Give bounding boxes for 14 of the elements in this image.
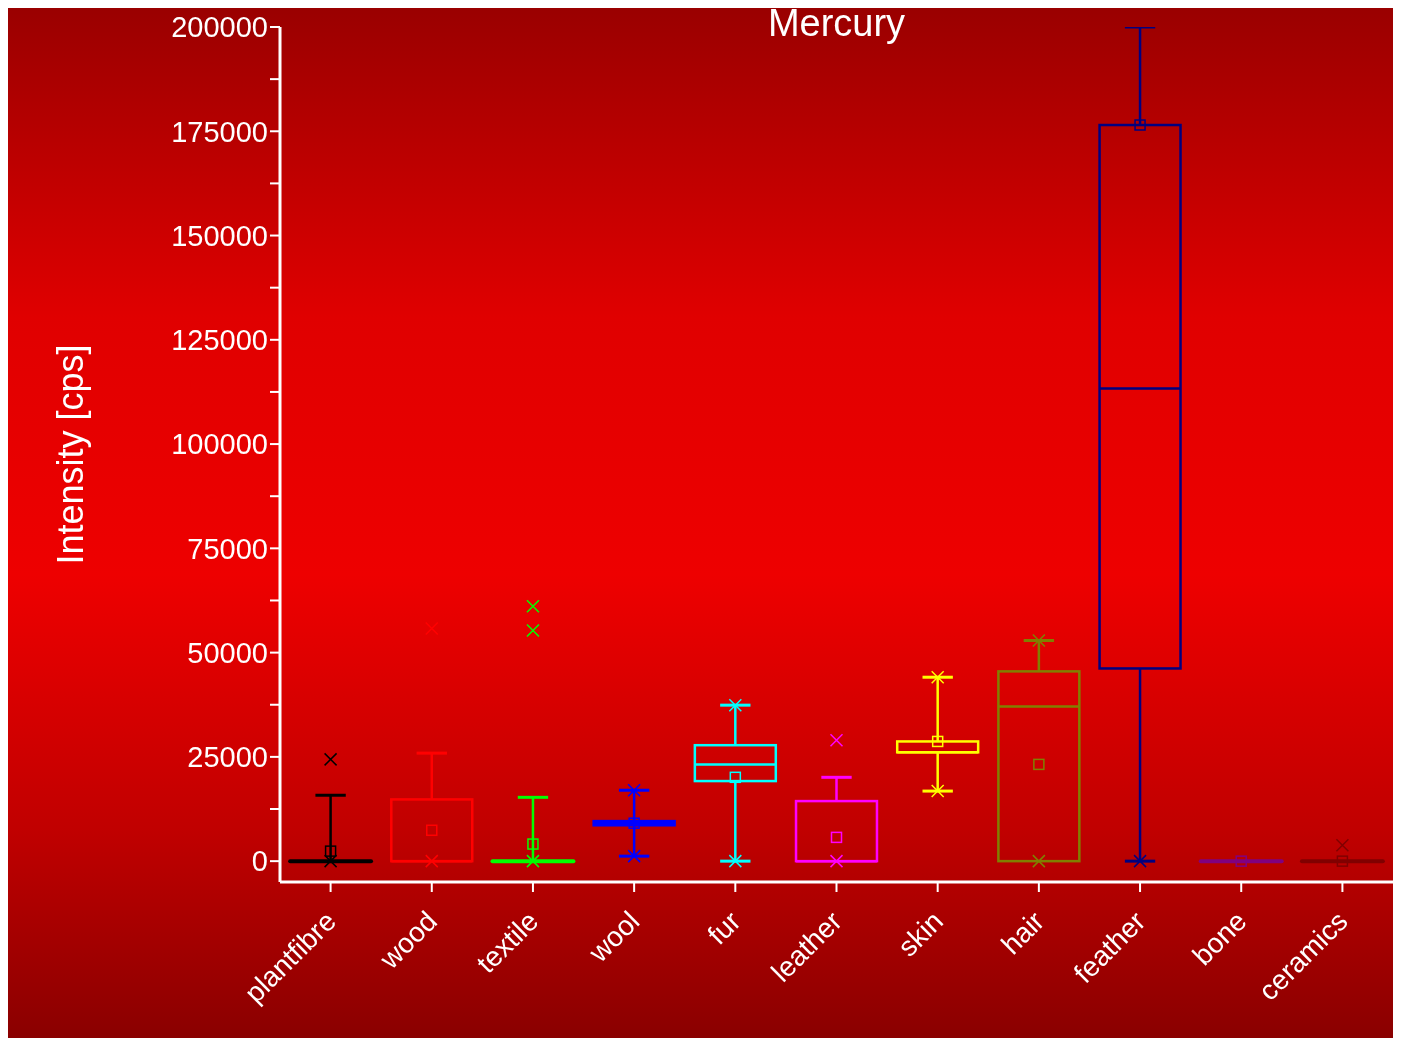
y-tick-label: 50000: [187, 636, 268, 669]
y-tick-label: 125000: [171, 324, 268, 357]
x-tick-label: skin: [891, 905, 949, 963]
y-tick-label: 200000: [171, 11, 268, 44]
x-tick-label: hair: [995, 905, 1051, 961]
y-tick-label: 75000: [187, 532, 268, 565]
y-tick-label: 175000: [171, 115, 268, 148]
chart-title: Mercury: [766, 2, 907, 45]
y-axis-title: Intensity [cps]: [49, 344, 91, 565]
y-tick-label: 100000: [171, 428, 268, 461]
x-tick-label: fur: [701, 905, 747, 951]
y-tick-label: 0: [251, 845, 268, 878]
y-tick-label: 25000: [187, 741, 268, 774]
y-tick-label: 150000: [171, 219, 268, 252]
